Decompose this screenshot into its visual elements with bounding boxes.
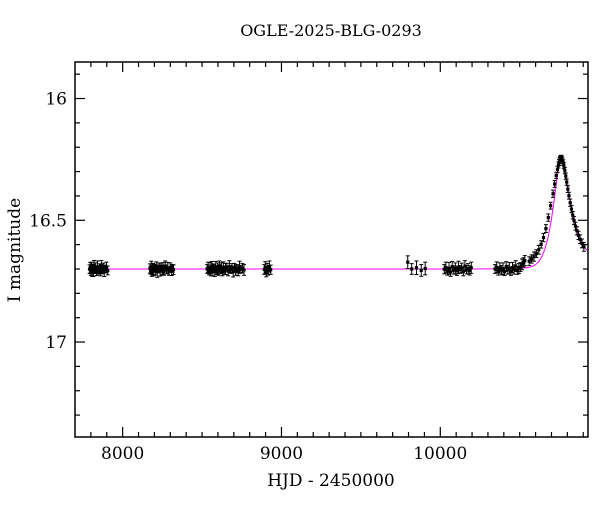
plot-area: 8000 9000 10000 16 16.5 17 [29,61,589,464]
tick-labels: 8000 9000 10000 16 16.5 17 [29,90,467,464]
y-tick-label: 16.5 [29,211,67,231]
x-tick-label: 9000 [260,444,303,464]
plot-frame [74,61,589,438]
x-tick-label: 8000 [101,444,144,464]
x-axis-label: HJD - 2450000 [267,471,395,491]
model-curve [87,157,588,270]
x-tick-label: 10000 [413,444,467,464]
data-points [87,154,586,278]
chart-title: OGLE-2025-BLG-0293 [240,21,422,40]
y-tick-label: 17 [45,333,67,353]
axis-ticks [75,62,588,437]
y-tick-label: 16 [45,90,67,110]
y-axis-label: I magnitude [5,198,25,302]
